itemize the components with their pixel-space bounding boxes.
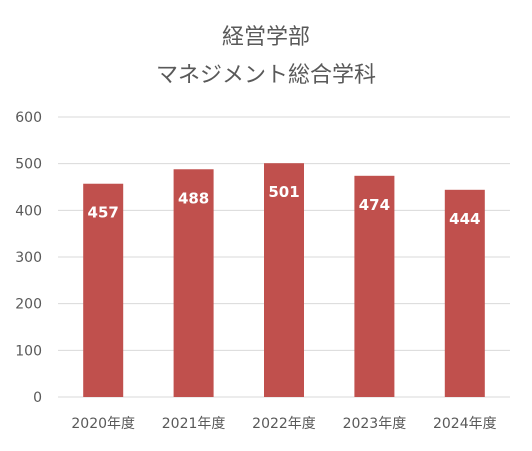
data-label-2023年度: 474 <box>359 196 390 214</box>
x-axis: 2020年度 2021年度 2022年度 2023年度 2024年度 <box>71 416 496 432</box>
y-tick-label-300: 300 <box>15 250 42 266</box>
data-label-2022年度: 501 <box>268 183 299 201</box>
data-label-2021年度: 488 <box>178 189 209 207</box>
y-tick-label-200: 200 <box>15 297 42 313</box>
y-axis: 0 100 200 300 400 500 600 <box>15 110 42 406</box>
data-label-2024年度: 444 <box>449 210 480 228</box>
y-tick-label-100: 100 <box>15 343 42 359</box>
x-tick-label-2023年度: 2023年度 <box>343 416 407 432</box>
bar-2023年度 <box>354 175 395 397</box>
bar-2024年度 <box>444 189 485 397</box>
chart-title-line-1: 経営学部 <box>222 25 310 50</box>
data-labels: 457 488 501 474 444 <box>88 183 481 228</box>
chart-title-line-2: マネジメント総合学科 <box>156 63 376 88</box>
y-tick-label-400: 400 <box>15 203 42 219</box>
x-tick-label-2021年度: 2021年度 <box>162 416 226 432</box>
bar-2021年度 <box>173 169 214 397</box>
bars <box>83 163 485 397</box>
data-label-2020年度: 457 <box>88 204 119 222</box>
x-tick-label-2022年度: 2022年度 <box>252 416 316 432</box>
y-tick-label-0: 0 <box>33 390 42 406</box>
y-tick-label-500: 500 <box>15 157 42 173</box>
x-tick-label-2024年度: 2024年度 <box>433 416 497 432</box>
bar-2022年度 <box>264 163 304 397</box>
y-tick-label-600: 600 <box>15 110 42 126</box>
x-tick-label-2020年度: 2020年度 <box>71 416 135 432</box>
bar-2020年度 <box>83 183 124 397</box>
